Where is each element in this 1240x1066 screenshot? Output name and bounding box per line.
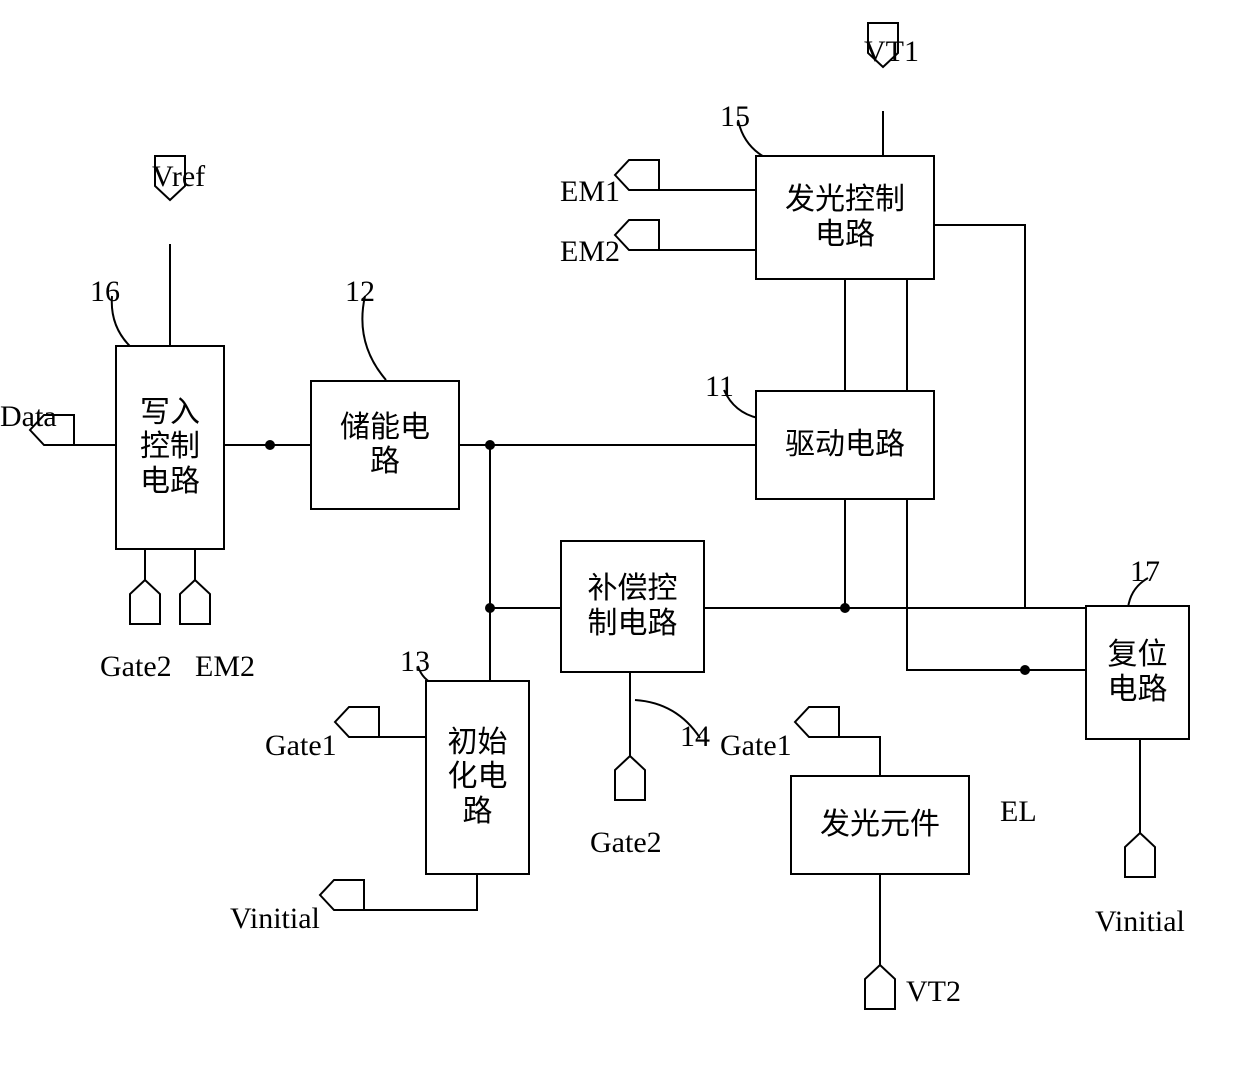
block-label: 写入 控制 电路: [140, 396, 200, 500]
block-b17: 复位 电路: [1085, 605, 1190, 740]
block-b12: 储能电 路: [310, 380, 460, 510]
terminal-Gate2_L: [130, 580, 160, 624]
junction-node: [1020, 665, 1030, 675]
ref-text: 17: [1130, 555, 1160, 588]
terminal-label-text: Vinitial: [1095, 905, 1185, 938]
block-label: 发光控制 电路: [785, 183, 905, 252]
terminal-EM2_R: [615, 220, 659, 250]
terminal-label-Vinit_R: Vinitial: [1095, 905, 1185, 939]
terminal-label-Gate1_R: Gate1: [720, 729, 792, 763]
wire: [364, 875, 477, 910]
block-label: 复位 电路: [1108, 638, 1168, 707]
wire: [907, 500, 1025, 670]
junction-node: [840, 603, 850, 613]
terminal-EM1: [615, 160, 659, 190]
terminal-label-Vref: Vref: [152, 160, 205, 194]
terminal-label-Data: Data: [0, 400, 57, 434]
block-b15: 发光控制 电路: [755, 155, 935, 280]
terminal-label-text: Vref: [152, 160, 205, 193]
terminal-VT2: [865, 965, 895, 1009]
block-b13: 初始 化电 路: [425, 680, 530, 875]
ref-label-bEL: EL: [1000, 795, 1037, 829]
terminal-label-Vinit_L: Vinitial: [230, 902, 320, 936]
terminal-Vinit_R: [1125, 833, 1155, 877]
ref-label-b16: 16: [90, 275, 120, 309]
ref-label-b17: 17: [1130, 555, 1160, 589]
terminal-label-Gate1_M: Gate1: [265, 729, 337, 763]
terminal-label-VT2: VT2: [906, 975, 961, 1009]
terminal-label-text: EM1: [560, 175, 620, 208]
terminal-Gate2_M: [615, 756, 645, 800]
ref-text: 13: [400, 645, 430, 678]
ref-label-b14: 14: [680, 720, 710, 754]
block-b14: 补偿控 制电路: [560, 540, 705, 673]
terminal-EM2_L: [180, 580, 210, 624]
junction-node: [265, 440, 275, 450]
wire: [839, 737, 880, 775]
terminal-label-text: EM2: [195, 650, 255, 683]
wire: [935, 225, 1025, 608]
terminal-label-EM2_L: EM2: [195, 650, 255, 684]
junction-node: [485, 603, 495, 613]
terminal-Gate1_R: [795, 707, 839, 737]
terminal-label-VT1: VT1: [864, 35, 919, 69]
junction-node: [485, 440, 495, 450]
terminal-label-text: Vinitial: [230, 902, 320, 935]
block-label: 驱动电路: [785, 428, 905, 463]
block-b16: 写入 控制 电路: [115, 345, 225, 550]
terminal-label-EM1: EM1: [560, 175, 620, 209]
terminal-label-text: Gate2: [100, 650, 172, 683]
block-label: 发光元件: [820, 808, 940, 843]
block-bEL: 发光元件: [790, 775, 970, 875]
ref-label-b11: 11: [705, 370, 734, 404]
ref-label-b12: 12: [345, 275, 375, 309]
terminal-label-text: VT2: [906, 975, 961, 1008]
terminal-label-EM2_R: EM2: [560, 235, 620, 269]
terminal-label-Gate2_L: Gate2: [100, 650, 172, 684]
block-label: 储能电 路: [340, 411, 430, 480]
block-label: 补偿控 制电路: [588, 572, 678, 641]
terminal-label-text: Gate1: [265, 729, 337, 762]
terminal-label-text: Gate1: [720, 729, 792, 762]
ref-text: EL: [1000, 795, 1037, 828]
ref-text: 16: [90, 275, 120, 308]
terminal-label-text: Gate2: [590, 826, 662, 859]
terminal-label-text: EM2: [560, 235, 620, 268]
ref-label-b13: 13: [400, 645, 430, 679]
terminal-label-Gate2_M: Gate2: [590, 826, 662, 860]
ref-text: 15: [720, 100, 750, 133]
ref-text: 14: [680, 720, 710, 753]
block-label: 初始 化电 路: [448, 726, 508, 830]
block-b11: 驱动电路: [755, 390, 935, 500]
ref-label-b15: 15: [720, 100, 750, 134]
ref-text: 12: [345, 275, 375, 308]
terminal-label-text: VT1: [864, 35, 919, 68]
terminal-Gate1_M: [335, 707, 379, 737]
terminal-label-text: Data: [0, 400, 57, 433]
diagram-canvas: 写入 控制 电路 16 储能电 路 12 驱动电路 11 发光控制 电路 15 补偿控 制电路 1…: [0, 0, 1240, 1066]
ref-text: 11: [705, 370, 734, 403]
terminal-Vinit_L: [320, 880, 364, 910]
